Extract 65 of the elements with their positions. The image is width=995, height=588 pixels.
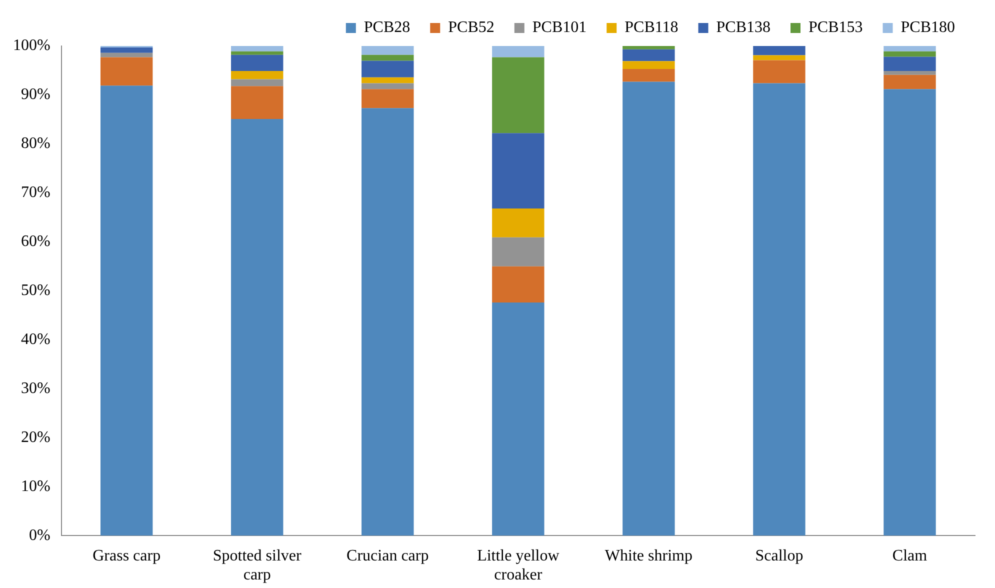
- bar: [362, 108, 414, 536]
- y-tick-label: 30%: [21, 380, 50, 397]
- legend-label: PCB153: [808, 19, 863, 36]
- bar: [492, 208, 544, 238]
- bar: [622, 82, 675, 536]
- bar: [362, 83, 414, 90]
- bar: [231, 86, 284, 119]
- bar: [362, 60, 414, 78]
- bar: [753, 46, 806, 56]
- y-tick-label: 60%: [21, 233, 50, 250]
- bar: [622, 49, 675, 62]
- legend-label: PCB52: [448, 19, 494, 36]
- y-tick-label: 90%: [21, 86, 50, 104]
- bar: [753, 55, 806, 60]
- bar: [884, 46, 936, 52]
- legend-label: PCB28: [364, 19, 410, 36]
- bar: [362, 54, 414, 61]
- y-tick-label: 70%: [21, 184, 50, 202]
- bar: [231, 70, 284, 80]
- legend-label: PCB180: [900, 19, 956, 36]
- x-tick-label: Grass carp: [92, 547, 161, 564]
- bar: [884, 74, 936, 90]
- x-tick-label: Clam: [892, 547, 928, 564]
- legend-label: PCB138: [716, 19, 771, 36]
- x-tick-label: Spotted silver carp: [212, 547, 302, 584]
- bar: [100, 86, 153, 536]
- legend-label: PCB118: [624, 19, 678, 36]
- bar: [231, 79, 284, 86]
- y-tick-label: 10%: [21, 478, 50, 495]
- y-tick-label: 100%: [13, 37, 50, 54]
- bar: [231, 118, 284, 536]
- bar: [362, 77, 414, 84]
- bar: [231, 51, 284, 55]
- bar: [492, 57, 544, 134]
- y-tick-label: 80%: [21, 135, 50, 152]
- y-tick-label: 20%: [21, 428, 50, 446]
- bar: [492, 46, 544, 58]
- x-tick-label: Little yellow croaker: [477, 547, 560, 584]
- y-tick-label: 0%: [29, 526, 50, 544]
- x-tick-label: Scallop: [755, 547, 804, 564]
- bar: [884, 70, 936, 75]
- legend-label: PCB101: [532, 19, 587, 36]
- bar: [492, 302, 544, 536]
- bar: [622, 69, 675, 82]
- bar: [492, 133, 544, 209]
- y-tick-label: 40%: [21, 330, 50, 348]
- bar: [622, 46, 675, 50]
- bar: [884, 89, 936, 536]
- bar: [884, 56, 936, 71]
- x-tick-label: White shrimp: [604, 547, 692, 564]
- bar: [362, 46, 414, 55]
- bar: [884, 51, 936, 57]
- bar: [100, 57, 153, 86]
- bar: [753, 83, 806, 536]
- bar: [622, 61, 675, 70]
- bar: [231, 46, 284, 52]
- y-tick-label: 50%: [21, 282, 50, 300]
- bar: [753, 60, 806, 84]
- bar: [100, 47, 153, 53]
- bar: [231, 54, 284, 71]
- bar: [100, 52, 153, 58]
- x-tick-label: Crucian carp: [346, 547, 429, 564]
- bar: [492, 237, 544, 266]
- bar: [492, 266, 544, 303]
- bar: [362, 89, 414, 108]
